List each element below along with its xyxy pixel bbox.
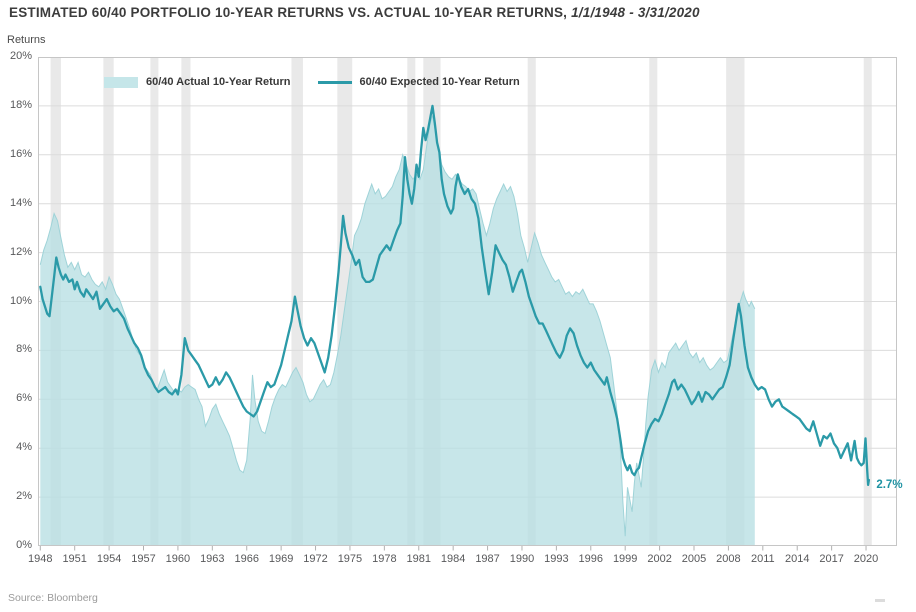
x-tick-label: 2005 (681, 553, 707, 565)
x-tick-label: 2017 (819, 553, 844, 565)
title-main: ESTIMATED 60/40 PORTFOLIO 10-YEAR RETURN… (9, 5, 568, 20)
y-axis-title: Returns (7, 34, 46, 46)
title-period: 1/1/1948 - 3/31/2020 (571, 5, 700, 20)
legend-expected-label: 60/40 Expected 10-Year Return (359, 76, 520, 88)
x-tick-label: 2014 (784, 553, 810, 565)
end-value-label: 2.7% (876, 479, 903, 492)
y-tick-label: 12% (9, 245, 32, 258)
y-tick-label: 20% (9, 50, 32, 62)
corner-mark (875, 599, 885, 602)
y-tick-label: 4% (16, 441, 32, 454)
legend: 60/40 Actual 10-Year Return 60/40 Expect… (104, 76, 520, 88)
x-tick-label: 1972 (303, 553, 328, 565)
x-tick-label: 1993 (544, 553, 569, 565)
x-tick-label: 1990 (509, 553, 535, 565)
plot-border (38, 57, 897, 546)
x-tick-label: 2020 (853, 553, 879, 565)
y-tick-label: 16% (9, 147, 32, 160)
y-tick-label: 10% (9, 294, 32, 307)
actual-area (40, 115, 755, 546)
y-tick-label: 8% (16, 343, 32, 356)
x-tick-label: 1963 (200, 553, 225, 565)
x-tick-label: 1999 (612, 553, 638, 565)
plot-area (38, 57, 897, 551)
y-tick-label: 2% (16, 490, 32, 503)
legend-actual-label: 60/40 Actual 10-Year Return (146, 76, 291, 88)
x-tick-label: 1948 (28, 553, 53, 565)
x-tick-label: 1951 (62, 553, 87, 565)
x-tick-label: 2008 (716, 553, 741, 565)
x-tick-label: 1960 (165, 553, 191, 565)
x-tick-label: 1978 (372, 553, 397, 565)
x-tick-label: 1996 (578, 553, 604, 565)
legend-item-expected: 60/40 Expected 10-Year Return (317, 76, 520, 88)
x-tick-label: 1984 (440, 553, 466, 565)
y-tick-label: 6% (16, 392, 32, 405)
x-tick-label: 1969 (268, 553, 294, 565)
page-title: ESTIMATED 60/40 PORTFOLIO 10-YEAR RETURN… (9, 5, 700, 20)
x-tick-label: 1966 (234, 553, 259, 565)
x-tick-label: 1987 (475, 553, 500, 565)
expected-line (39, 104, 871, 487)
x-tick-label: 2002 (647, 553, 672, 565)
actual-area-swatch-icon (104, 76, 138, 88)
x-tick-label: 1954 (96, 553, 122, 565)
y-tick-label: 18% (9, 98, 32, 111)
x-tick-label: 1957 (131, 553, 156, 565)
y-tick-label: 14% (9, 196, 32, 209)
source-note: Source: Bloomberg (8, 592, 98, 604)
expected-line-swatch-icon (317, 80, 352, 84)
x-tick-label: 2011 (750, 553, 775, 565)
x-tick-label: 1975 (337, 553, 363, 565)
legend-item-actual: 60/40 Actual 10-Year Return (104, 76, 291, 88)
y-tick-label: 0% (16, 539, 32, 551)
x-tick-label: 1981 (406, 553, 431, 565)
